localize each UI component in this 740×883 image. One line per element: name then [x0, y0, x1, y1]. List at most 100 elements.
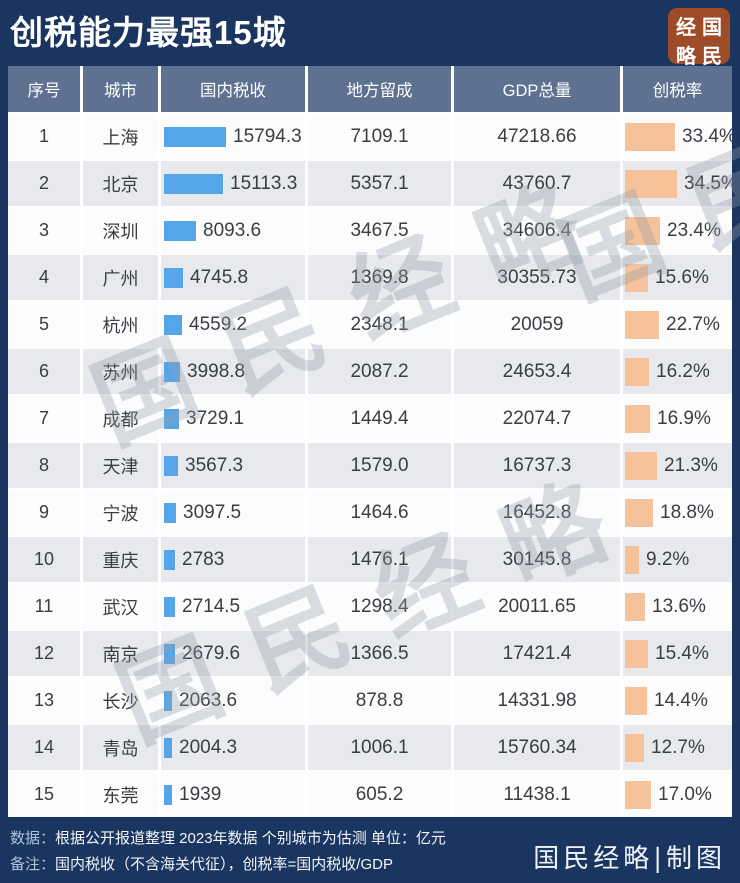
- city-cell: 杭州: [83, 302, 158, 347]
- logo-char: 经: [676, 15, 696, 39]
- tax-cell: 1939: [161, 772, 305, 817]
- tax-bar: [164, 314, 182, 335]
- tax-value: 8093.6: [203, 219, 262, 241]
- city-cell: 重庆: [83, 537, 158, 582]
- gdp-cell: 30355.73: [454, 255, 620, 300]
- city-cell: 深圳: [83, 208, 158, 253]
- rate-value: 22.7%: [666, 313, 720, 335]
- rate-value: 14.4%: [654, 689, 708, 711]
- local-retention-cell: 605.2: [308, 772, 451, 817]
- tax-cell: 4745.8: [161, 255, 305, 300]
- tax-value: 3998.8: [187, 360, 246, 382]
- tax-bar: [164, 267, 183, 288]
- rank-cell: 2: [8, 161, 80, 206]
- tax-cell: 15794.3: [161, 114, 305, 159]
- rate-bar: [625, 169, 677, 198]
- rank-cell: 11: [8, 584, 80, 629]
- rate-value: 18.8%: [660, 501, 714, 523]
- rate-value: 12.7%: [651, 736, 705, 758]
- tax-value: 2679.6: [182, 642, 241, 664]
- rate-value: 13.6%: [652, 595, 706, 617]
- rate-bar: [625, 357, 649, 386]
- rate-bar: [625, 545, 639, 574]
- rank-cell: 6: [8, 349, 80, 394]
- footer-notes: 数据：根据公开报道整理 2023年数据 个别城市为估测 单位：亿元 备注：国内税…: [10, 826, 446, 878]
- logo-char: 略: [676, 44, 696, 68]
- rate-value: 21.3%: [664, 454, 718, 476]
- tax-bar: [164, 173, 223, 194]
- tax-value: 4559.2: [189, 313, 248, 335]
- tax-value: 4745.8: [190, 266, 249, 288]
- rank-cell: 10: [8, 537, 80, 582]
- rate-bar: [625, 216, 660, 245]
- tax-value: 2714.5: [182, 595, 241, 617]
- rank-cell: 8: [8, 443, 80, 488]
- rate-value: 9.2%: [646, 548, 690, 570]
- rate-cell: 15.4%: [623, 631, 732, 676]
- column-header: 地方留成: [308, 66, 451, 112]
- tax-cell: 2004.3: [161, 725, 305, 770]
- rank-cell: 3: [8, 208, 80, 253]
- logo-char: 民: [702, 44, 722, 68]
- rate-value: 15.6%: [655, 266, 709, 288]
- city-cell: 长沙: [83, 678, 158, 723]
- rate-cell: 14.4%: [623, 678, 732, 723]
- rate-cell: 16.2%: [623, 349, 732, 394]
- rate-cell: 9.2%: [623, 537, 732, 582]
- brand-logo: 经 国 略 民: [668, 8, 730, 68]
- rate-value: 16.2%: [656, 360, 710, 382]
- note-label: 数据：: [10, 830, 56, 847]
- local-retention-cell: 1476.1: [308, 537, 451, 582]
- tax-cell: 3998.8: [161, 349, 305, 394]
- tax-cell: 2714.5: [161, 584, 305, 629]
- tax-cell: 2783: [161, 537, 305, 582]
- rate-bar: [625, 310, 659, 339]
- city-cell: 成都: [83, 396, 158, 441]
- tax-bar: [164, 549, 175, 570]
- gdp-cell: 16737.3: [454, 443, 620, 488]
- rank-cell: 4: [8, 255, 80, 300]
- city-cell: 青岛: [83, 725, 158, 770]
- city-cell: 北京: [83, 161, 158, 206]
- rate-value: 17.0%: [658, 783, 712, 805]
- rank-cell: 15: [8, 772, 80, 817]
- tax-value: 2004.3: [179, 736, 238, 758]
- local-retention-cell: 5357.1: [308, 161, 451, 206]
- tax-cell: 15113.3: [161, 161, 305, 206]
- tax-bar: [164, 690, 172, 711]
- rank-cell: 14: [8, 725, 80, 770]
- gdp-cell: 17421.4: [454, 631, 620, 676]
- local-retention-cell: 1006.1: [308, 725, 451, 770]
- rank-cell: 7: [8, 396, 80, 441]
- gdp-cell: 24653.4: [454, 349, 620, 394]
- rate-value: 16.9%: [657, 407, 711, 429]
- tax-cell: 3567.3: [161, 443, 305, 488]
- rate-cell: 33.4%: [623, 114, 732, 159]
- tax-bar: [164, 643, 175, 664]
- rate-bar: [625, 780, 651, 809]
- gdp-cell: 16452.8: [454, 490, 620, 535]
- gdp-cell: 22074.7: [454, 396, 620, 441]
- local-retention-cell: 2087.2: [308, 349, 451, 394]
- rate-bar: [625, 592, 645, 621]
- city-cell: 苏州: [83, 349, 158, 394]
- city-cell: 宁波: [83, 490, 158, 535]
- local-retention-cell: 3467.5: [308, 208, 451, 253]
- tax-value: 2783: [182, 548, 225, 570]
- author-signature: 国民经略|制图: [533, 844, 726, 874]
- rate-value: 23.4%: [667, 219, 721, 241]
- tax-cell: 8093.6: [161, 208, 305, 253]
- rate-cell: 18.8%: [623, 490, 732, 535]
- local-retention-cell: 1449.4: [308, 396, 451, 441]
- city-cell: 武汉: [83, 584, 158, 629]
- gdp-cell: 20059: [454, 302, 620, 347]
- gdp-cell: 43760.7: [454, 161, 620, 206]
- column-header: 城市: [83, 66, 158, 112]
- local-retention-cell: 1464.6: [308, 490, 451, 535]
- tax-value: 3729.1: [186, 407, 245, 429]
- tax-bar: [164, 455, 178, 476]
- rate-cell: 23.4%: [623, 208, 732, 253]
- note-text: 国内税收（不含海关代征），创税率=国内税收/GDP: [55, 856, 393, 873]
- remark-note: 备注：国内税收（不含海关代征），创税率=国内税收/GDP: [10, 852, 446, 878]
- tax-cell: 3097.5: [161, 490, 305, 535]
